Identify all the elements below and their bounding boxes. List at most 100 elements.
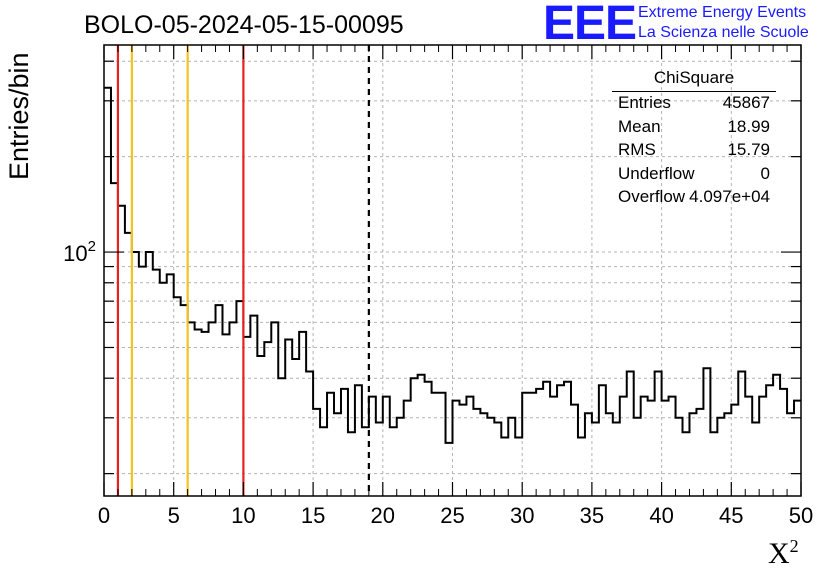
histogram-bin: [104, 88, 111, 496]
histogram-bin: [676, 418, 683, 496]
histogram-bin: [648, 401, 655, 496]
histogram-bin: [320, 427, 327, 496]
stats-label: Mean: [618, 117, 661, 136]
histogram-bin: [689, 413, 696, 496]
histogram-bin: [306, 371, 313, 496]
histogram-bin: [557, 385, 564, 496]
histogram-bin: [703, 368, 710, 496]
histogram-bin: [411, 378, 418, 496]
axis-ticks: [103, 45, 802, 496]
stats-value: 45867: [722, 93, 770, 112]
histogram-bin: [195, 329, 202, 496]
histogram-bin: [662, 401, 669, 496]
histogram-bin: [522, 393, 529, 496]
histogram-bin: [536, 389, 543, 496]
histogram-bin: [738, 371, 745, 496]
x-axis-label-exponent: 2: [789, 536, 799, 556]
histogram-bin: [418, 375, 425, 496]
marker-lines: [116, 45, 370, 496]
x-tick-label: 50: [789, 503, 813, 528]
histogram-bin: [634, 418, 641, 496]
histogram-bin: [146, 252, 153, 496]
histogram-bin: [334, 413, 341, 496]
histogram-bin: [480, 413, 487, 496]
histogram-bin: [571, 405, 578, 496]
histogram-bin: [494, 422, 501, 496]
histogram-bin: [710, 432, 717, 496]
histogram-bin: [313, 409, 320, 496]
histogram-bin: [515, 438, 522, 496]
stats-label: Underflow: [618, 164, 695, 183]
histogram-bin: [355, 385, 362, 496]
histogram-bin: [585, 413, 592, 496]
histogram-bin: [641, 397, 648, 496]
histogram-bin: [229, 322, 236, 496]
histogram-bin: [278, 378, 285, 496]
histogram-bin: [222, 334, 229, 496]
histogram-bin: [599, 385, 606, 496]
histogram-outline: [104, 86, 801, 444]
histogram-bin: [341, 389, 348, 496]
x-tick-label: 30: [510, 503, 534, 528]
histogram-bin: [425, 382, 432, 496]
stats-value: 18.99: [727, 117, 770, 136]
histogram-bin: [745, 397, 752, 496]
stats-label: RMS: [618, 140, 656, 159]
histogram-bin: [390, 427, 397, 496]
x-tick-label: 0: [98, 503, 110, 528]
histogram-bin: [669, 397, 676, 496]
x-axis-label-base: X: [768, 537, 790, 570]
histogram-bin: [752, 422, 759, 496]
histogram-bin: [787, 413, 794, 496]
histogram-series: [104, 86, 801, 496]
histogram-bin: [466, 397, 473, 496]
histogram-bin: [216, 305, 223, 496]
eee-logo: EEE: [543, 0, 637, 50]
histogram-bin: [432, 393, 439, 496]
histogram-bin: [773, 375, 780, 496]
histogram-bin: [759, 397, 766, 496]
histogram-bin: [174, 297, 181, 496]
plot-title: BOLO-05-2024-05-15-00095: [84, 11, 404, 39]
x-tick-label: 10: [231, 503, 255, 528]
x-tick-label: 15: [301, 503, 325, 528]
histogram-bin: [250, 316, 257, 496]
histogram-bin: [780, 389, 787, 496]
histogram-bin: [592, 422, 599, 496]
x-tick-label: 5: [168, 503, 180, 528]
histogram-bin: [731, 405, 738, 496]
histogram-bin: [459, 405, 466, 496]
histogram-bin: [655, 371, 662, 496]
x-tick-label: 25: [440, 503, 464, 528]
histogram-bin: [606, 413, 613, 496]
histogram-bin: [501, 438, 508, 496]
x-tick-label: 40: [649, 503, 673, 528]
logo-line-1: Extreme Energy Events: [638, 4, 807, 21]
histogram-bin: [724, 413, 731, 496]
histogram-bin: [271, 322, 278, 496]
stats-value: 4.097e+04: [689, 187, 770, 206]
histogram-bin: [578, 438, 585, 496]
histogram-bin: [376, 422, 383, 496]
histogram-bin: [627, 371, 634, 496]
histogram-bin: [683, 432, 690, 496]
histogram-bin: [167, 274, 174, 496]
histogram-bin: [564, 382, 571, 496]
histogram-bin: [202, 332, 209, 496]
histogram-bin: [794, 401, 801, 496]
histogram-bin: [620, 397, 627, 496]
histogram-bin: [264, 342, 271, 496]
histogram-bin: [508, 418, 515, 496]
histogram-bin: [766, 385, 773, 496]
stats-value: 15.79: [727, 140, 770, 159]
histogram-bin: [487, 418, 494, 496]
x-tick-label: 20: [371, 503, 395, 528]
histogram-bin: [404, 401, 411, 496]
histogram-bin: [139, 267, 146, 496]
histogram-bin: [543, 382, 550, 496]
stats-title: ChiSquare: [653, 68, 735, 87]
histogram-bin: [153, 270, 160, 496]
histogram-bin: [383, 397, 390, 496]
x-axis-label: X2: [768, 536, 799, 571]
